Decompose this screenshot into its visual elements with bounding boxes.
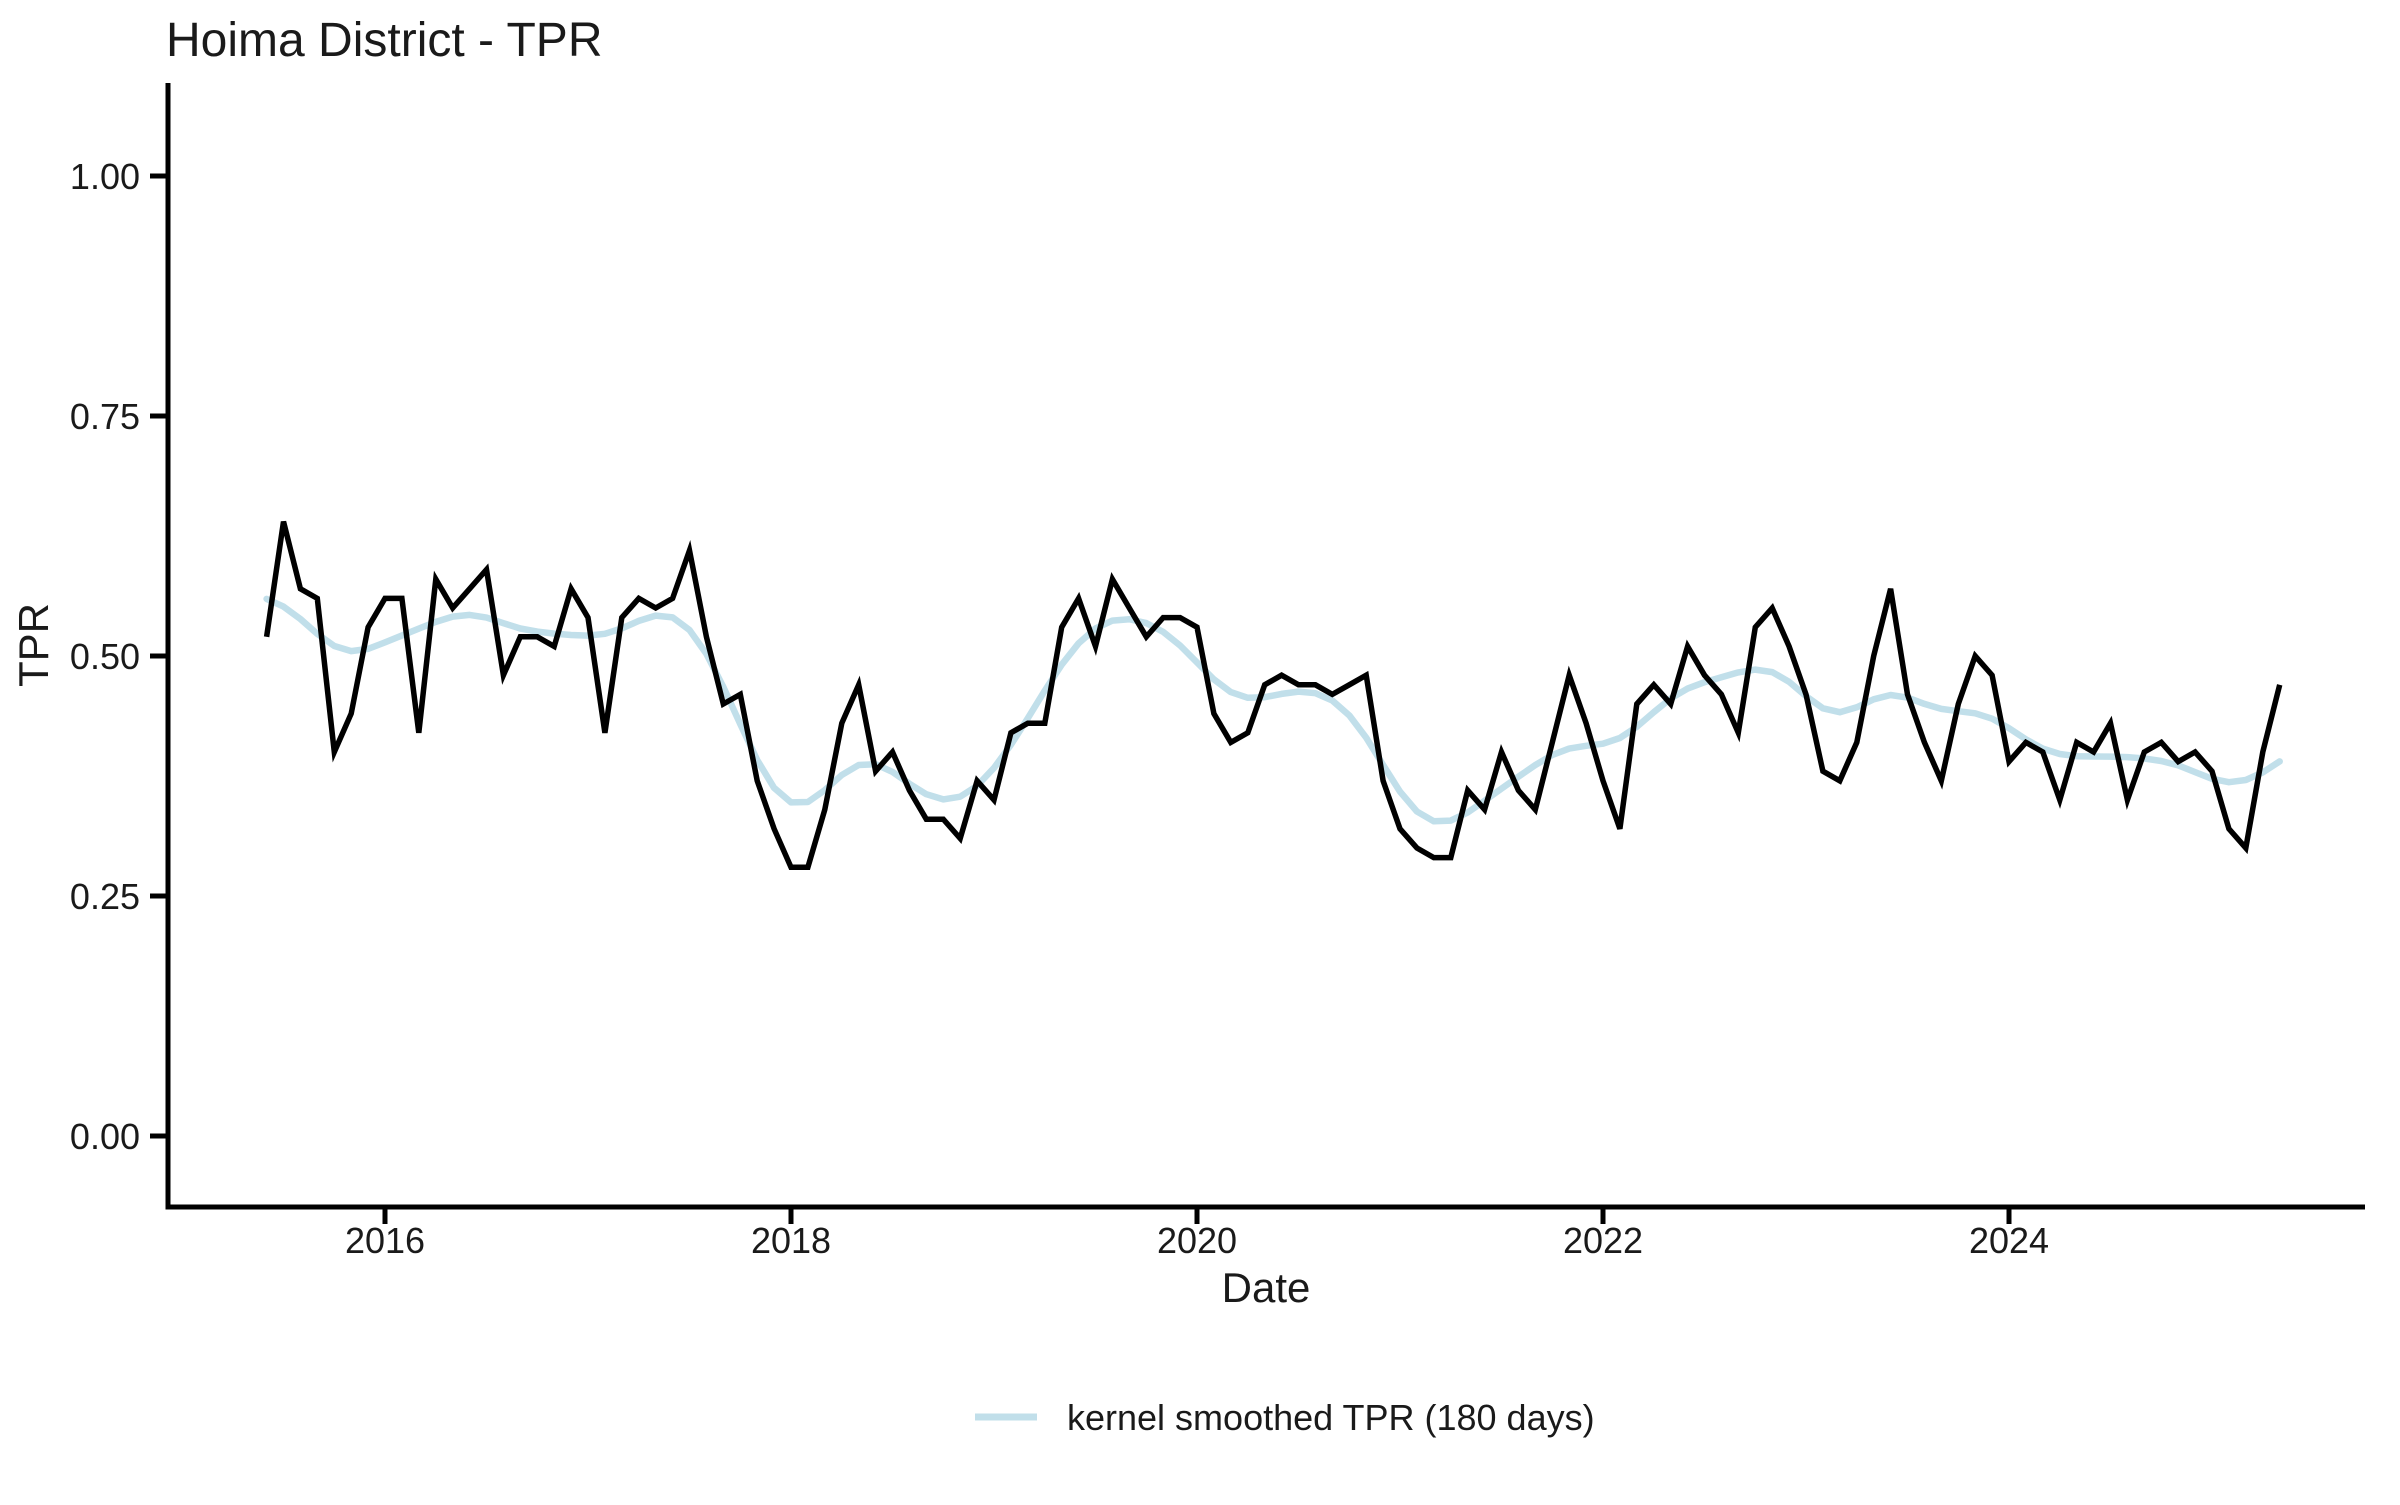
x-tick-label: 2024 <box>1969 1220 2049 1261</box>
y-axis-ticks: 0.00 0.25 0.50 0.75 1.00 <box>70 156 168 1157</box>
series-lines <box>263 520 2283 870</box>
y-axis-title: TPR <box>10 603 57 687</box>
legend: kernel smoothed TPR (180 days) <box>975 1397 1595 1438</box>
x-tick-label: 2022 <box>1563 1220 1643 1261</box>
x-axis-title: Date <box>1222 1264 1311 1311</box>
x-tick-label: 2016 <box>345 1220 425 1261</box>
y-tick-label: 0.25 <box>70 876 140 917</box>
y-tick-label: 1.00 <box>70 156 140 197</box>
y-tick-label: 0.50 <box>70 636 140 677</box>
kernel-smoothed-tpr-line <box>263 595 2283 825</box>
tpr-line <box>263 520 2283 870</box>
chart-title: Hoima District - TPR <box>166 14 602 67</box>
legend-label: kernel smoothed TPR (180 days) <box>1067 1397 1595 1438</box>
y-tick-label: 0.00 <box>70 1116 140 1157</box>
x-axis-ticks: 2016 2018 2020 2022 2024 <box>345 1207 2049 1261</box>
x-tick-label: 2018 <box>751 1220 831 1261</box>
x-tick-label: 2020 <box>1157 1220 1237 1261</box>
y-tick-label: 0.75 <box>70 396 140 437</box>
